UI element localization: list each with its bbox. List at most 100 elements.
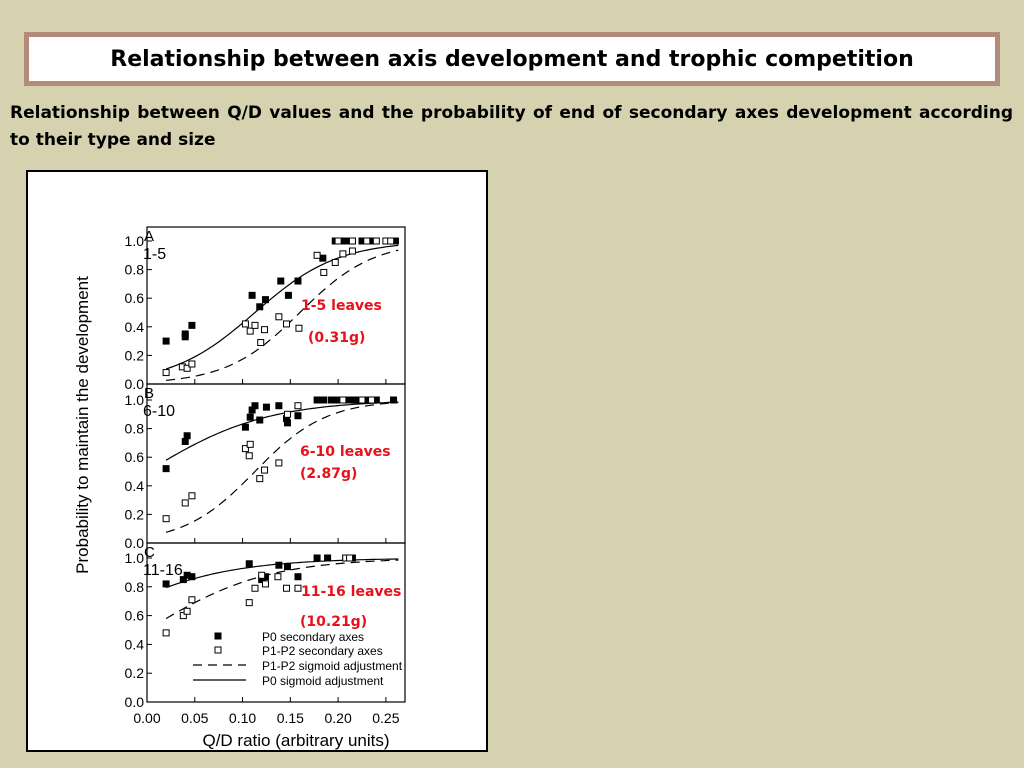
p1p2-data-point <box>188 360 196 368</box>
y-tick-label: 0.2 <box>125 347 145 363</box>
p0-data-point <box>245 560 253 568</box>
p0-data-point <box>283 419 291 427</box>
panel-letter: A <box>144 228 154 245</box>
p0-data-point <box>251 402 259 410</box>
panel-size-label: 1-5 <box>143 246 166 263</box>
panel-annotation-mass: (0.31g) <box>308 330 365 346</box>
p1p2-data-point <box>261 580 269 588</box>
p1p2-data-point <box>257 339 265 347</box>
y-tick-label: 0.6 <box>125 608 145 624</box>
y-tick-label: 0.0 <box>125 376 145 392</box>
p0-data-point <box>320 396 328 404</box>
p0-data-point <box>162 580 170 588</box>
p0-data-point <box>261 296 269 304</box>
y-tick-label: 1.0 <box>125 550 145 566</box>
panel-annotation-mass: (2.87g) <box>300 466 357 482</box>
y-tick-label: 0.4 <box>125 319 145 335</box>
p0-data-point <box>277 277 285 285</box>
p1p2-data-point <box>372 237 380 245</box>
p1p2-data-point <box>283 410 291 418</box>
y-tick-label: 0.8 <box>125 421 145 437</box>
legend-open-square <box>214 646 222 654</box>
panel-letter: B <box>144 385 154 402</box>
p0-data-point <box>294 412 302 420</box>
y-axis-label: Probability to maintain the development <box>73 276 92 574</box>
p1p2-data-point <box>334 237 342 245</box>
p1p2-sigmoid-curve <box>166 249 399 381</box>
p0-data-point <box>256 303 264 311</box>
p1p2-data-point <box>179 612 187 620</box>
p0-data-point <box>284 291 292 299</box>
y-tick-label: 0.2 <box>125 665 145 681</box>
y-tick-label: 0.4 <box>125 636 145 652</box>
p1p2-data-point <box>274 573 282 581</box>
y-tick-label: 0.2 <box>125 506 145 522</box>
y-tick-label: 0.4 <box>125 478 145 494</box>
p1p2-data-point <box>363 237 371 245</box>
page-subtitle: Relationship between Q/D values and the … <box>10 103 1013 150</box>
p1p2-data-point <box>256 475 264 483</box>
p1p2-data-point <box>251 321 259 329</box>
p1p2-data-point <box>368 396 376 404</box>
p0-data-point <box>248 291 256 299</box>
y-tick-label: 0.8 <box>125 262 145 278</box>
p0-data-point <box>246 413 254 421</box>
panel-annotation-leaves: 1-5 leaves <box>301 298 382 314</box>
p1p2-data-point <box>246 440 254 448</box>
p1p2-sigmoid-curve <box>165 401 399 533</box>
p1p2-data-point <box>181 499 189 507</box>
panel-annotation-leaves: 6-10 leaves <box>300 444 391 460</box>
p1p2-sigmoid-curve <box>165 559 399 620</box>
p1p2-data-point <box>241 320 249 328</box>
p1p2-data-point <box>313 251 321 259</box>
p1p2-data-point <box>283 320 291 328</box>
p1p2-data-point <box>245 452 253 460</box>
panel-annotation-mass: (10.21g) <box>300 614 367 630</box>
p1p2-data-point <box>188 596 196 604</box>
p1p2-data-point <box>188 492 196 500</box>
panel-annotation-leaves: 11-16 leaves <box>301 584 401 600</box>
p1p2-data-point <box>246 327 254 335</box>
x-tick-label: 0.05 <box>181 710 208 726</box>
p1p2-data-point <box>348 237 356 245</box>
title-box: Relationship between axis development an… <box>24 32 1000 86</box>
p1p2-data-point <box>320 268 328 276</box>
p0-data-point <box>162 337 170 345</box>
x-tick-label: 0.15 <box>277 710 304 726</box>
p0-data-point <box>313 554 321 562</box>
panel-letter: C <box>144 544 155 561</box>
p1p2-data-point <box>387 237 395 245</box>
p0-data-point <box>183 432 191 440</box>
x-tick-label: 0.25 <box>372 710 399 726</box>
y-tick-label: 0.6 <box>125 290 145 306</box>
p0-data-point <box>179 576 187 584</box>
p0-data-point <box>283 563 291 571</box>
legend-label: P1-P2 secondary axes <box>262 644 383 658</box>
p1p2-data-point <box>275 459 283 467</box>
chart-svg: 0.00.20.40.60.81.0 A1-51-5 leaves(0.31g)0… <box>73 226 406 750</box>
p1p2-data-point <box>261 466 269 474</box>
p0-data-point <box>313 396 321 404</box>
p1p2-data-point <box>331 258 339 266</box>
p0-data-point <box>262 403 270 411</box>
p1p2-data-point <box>283 584 291 592</box>
legend-label: P0 sigmoid adjustment <box>262 674 384 688</box>
y-tick-label: 1.0 <box>125 233 145 249</box>
p1p2-data-point <box>294 584 302 592</box>
p1p2-data-point <box>245 599 253 607</box>
legend-filled-square <box>214 632 222 640</box>
p0-sigmoid-curve <box>165 244 399 370</box>
p0-data-point <box>327 396 335 404</box>
y-tick-label: 0.0 <box>125 535 145 551</box>
p0-sigmoid-curve <box>165 401 399 461</box>
y-tick-label: 1.0 <box>125 392 145 408</box>
p0-data-point <box>181 330 189 338</box>
p0-data-point <box>188 321 196 329</box>
p1p2-data-point <box>295 324 303 332</box>
p0-data-point <box>348 396 356 404</box>
p0-data-point <box>294 573 302 581</box>
p1p2-data-point <box>346 554 354 562</box>
p1p2-data-point <box>339 396 347 404</box>
p1p2-data-point <box>258 571 266 579</box>
chart-figure: 0.0 0.2 0.4 0.6 0.8 1.0 A 1-5 1-5 leaves (0.31g) 0… <box>26 170 488 752</box>
